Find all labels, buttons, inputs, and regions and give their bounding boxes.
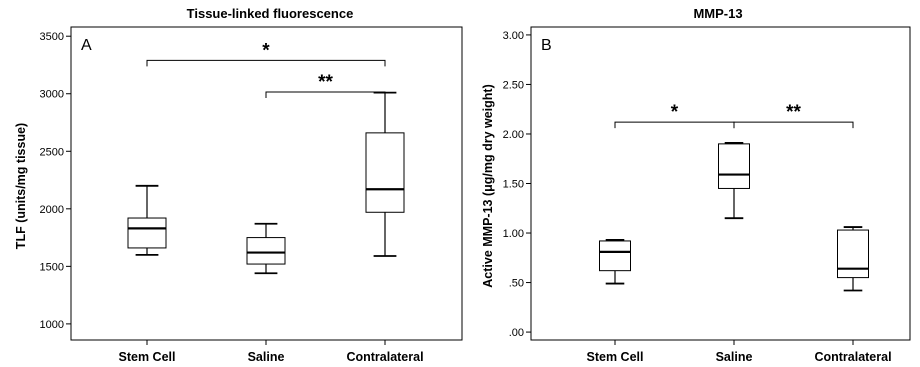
panel-b-box-1 [718, 141, 750, 220]
iqr-box [246, 237, 286, 265]
significance-bracket [733, 121, 854, 129]
panel-a-y-tick-label: 2500 [40, 146, 64, 158]
panel-b-label: B [541, 37, 552, 54]
panel-a-box-2 [365, 91, 405, 257]
panel-b-y-tick-label: 1.00 [503, 228, 524, 240]
panel-b-y-tick-label: 2.00 [503, 129, 524, 141]
panel-b: MMP-13 Active MMP-13 (μg/mg dry weight) … [481, 6, 911, 364]
iqr-box [599, 240, 631, 272]
panel-b-x-tick-label: Stem Cell [587, 350, 644, 364]
significance-bracket [146, 59, 386, 67]
panel-b-box-2 [837, 226, 869, 292]
panel-a-title: Tissue-linked fluorescence [187, 6, 354, 21]
panel-b-box-0 [599, 239, 631, 285]
panel-a-x-tick-label: Contralateral [346, 350, 423, 364]
panel-a-x-tick-label: Stem Cell [119, 350, 176, 364]
panel-a-box-1 [246, 222, 286, 275]
significance-bracket [265, 91, 386, 99]
panel-a-y-tick-label: 3500 [40, 31, 64, 43]
panel-b-significance-1: ** [733, 102, 854, 129]
panel-b-y-tick-label: 2.50 [503, 79, 524, 91]
panel-a-box-0 [127, 184, 167, 256]
panel-a-significance-1: ** [265, 72, 386, 99]
panel-a-x-tick-label: Saline [248, 350, 285, 364]
panel-b-y-axis-label: Active MMP-13 (μg/mg dry weight) [481, 84, 495, 288]
panel-a: Tissue-linked fluorescence TLF (units/mg… [14, 6, 463, 364]
panel-b-title: MMP-13 [693, 6, 742, 21]
iqr-box [718, 143, 750, 189]
panel-b-x-tick-label: Contralateral [814, 350, 891, 364]
iqr-box [365, 132, 405, 213]
panel-b-y-tick-label: .00 [509, 327, 524, 339]
iqr-box [837, 229, 869, 279]
panel-b-x-tick-label: Saline [716, 350, 753, 364]
significance-label: ** [786, 102, 801, 123]
iqr-box [127, 217, 167, 249]
panel-a-y-axis-label: TLF (units/mg tissue) [14, 123, 28, 249]
significance-label: * [671, 102, 679, 123]
panel-b-y-tick-label: 3.00 [503, 30, 524, 42]
panel-a-significance-0: * [146, 40, 386, 67]
significance-label: ** [318, 72, 333, 93]
panel-a-y-tick-label: 1500 [40, 261, 64, 273]
panel-a-y-tick-label: 1000 [40, 319, 64, 331]
panel-b-significance-0: * [614, 102, 735, 129]
panel-a-label: A [81, 37, 92, 54]
significance-label: * [262, 40, 270, 61]
panel-b-y-tick-label: 1.50 [503, 179, 524, 191]
panel-b-y-tick-label: .50 [509, 278, 524, 290]
panel-a-y-tick-label: 2000 [40, 204, 64, 216]
panel-a-y-tick-label: 3000 [40, 89, 64, 101]
